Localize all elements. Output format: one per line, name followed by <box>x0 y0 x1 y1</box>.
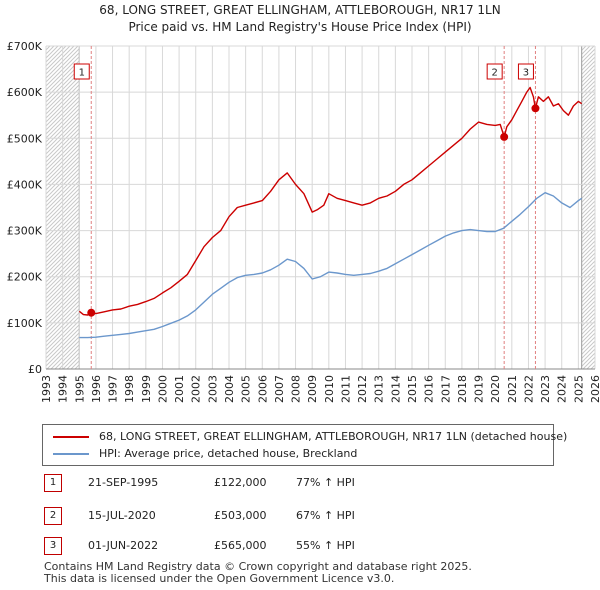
sale-price: £122,000 <box>214 476 267 489</box>
sale-marker-label: 2 <box>491 68 497 79</box>
x-tick-label: 2001 <box>173 375 186 403</box>
sale-number-badge: 2 <box>44 507 62 525</box>
x-tick-label: 2004 <box>223 375 236 403</box>
x-tick-label: 1994 <box>57 375 70 403</box>
x-tick-label: 2006 <box>256 375 269 403</box>
legend-label-hpi: HPI: Average price, detached house, Brec… <box>99 447 358 460</box>
y-tick-label: £200K <box>7 271 43 284</box>
sale-marker-box-frame <box>517 63 534 80</box>
x-tick-label: 1995 <box>73 375 86 403</box>
sale-price: £565,000 <box>214 539 267 552</box>
x-tick-label: 2019 <box>473 375 486 403</box>
sale-hpi-change: 67% ↑ HPI <box>296 509 355 522</box>
price-chart: 1 2 3 £0 £100K £200K £300K £400K £500K £600K £700… <box>7 40 600 403</box>
x-tick-label: 2005 <box>240 375 253 403</box>
x-tick-label: 2021 <box>506 375 519 403</box>
x-tick-label: 1998 <box>123 375 136 403</box>
chart-subtitle: Price paid vs. HM Land Registry's House … <box>128 20 472 34</box>
y-tick-label: £100K <box>7 317 43 330</box>
series-line-hpi <box>79 191 583 339</box>
sale-marker-label: 1 <box>79 68 85 79</box>
x-tick-label: 2018 <box>456 375 469 403</box>
y-tick-label: £500K <box>7 132 43 145</box>
hatched-region <box>581 46 595 369</box>
x-tick-label: 1993 <box>40 375 53 403</box>
x-tick-label: 2020 <box>489 375 502 403</box>
chart-title: 68, LONG STREET, GREAT ELLINGHAM, ATTLEB… <box>99 3 501 17</box>
x-tick-label: 2017 <box>439 375 452 403</box>
sale-marker-box: 2 <box>486 63 503 80</box>
x-tick-label: 2012 <box>356 375 369 403</box>
y-tick-label: £300K <box>7 225 43 238</box>
x-tick-label: 2015 <box>406 375 419 403</box>
sale-marker-box-frame <box>486 63 503 80</box>
legend-item-property: 68, LONG STREET, GREAT ELLINGHAM, ATTLEB… <box>53 430 567 443</box>
sale-marker-box: 1 <box>73 63 90 80</box>
x-tick-label: 2002 <box>190 375 203 403</box>
y-tick-label: £600K <box>7 86 43 99</box>
sale-marker-label: 3 <box>523 68 529 79</box>
y-tick-label: £400K <box>7 178 43 191</box>
x-tick-label: 1999 <box>140 375 153 403</box>
x-tick-label: 2022 <box>522 375 535 403</box>
sale-number-badge: 1 <box>44 474 62 492</box>
series-line-property <box>78 86 583 316</box>
x-tick-label: 2025 <box>572 375 585 403</box>
x-tick-label: 2024 <box>556 375 569 403</box>
x-tick-label: 2016 <box>423 375 436 403</box>
sale-date: 21-SEP-1995 <box>88 476 159 489</box>
sale-date: 01-JUN-2022 <box>88 539 159 552</box>
x-tick-label: 2011 <box>339 375 352 403</box>
x-tick-label: 1996 <box>90 375 103 403</box>
y-tick-label: £0 <box>28 363 42 376</box>
x-tick-label: 2014 <box>389 375 402 403</box>
sale-marker-box: 3 <box>517 63 534 80</box>
x-tick-label: 2013 <box>373 375 386 403</box>
footer-licence: This data is licensed under the Open Gov… <box>44 572 395 585</box>
legend-swatch-blue <box>53 453 89 455</box>
sale-hpi-change: 77% ↑ HPI <box>296 476 355 489</box>
sale-number-badge: 3 <box>44 537 62 555</box>
sale-point <box>87 308 96 317</box>
x-tick-label: 2003 <box>206 375 219 403</box>
sale-point <box>531 104 540 113</box>
x-tick-label: 2008 <box>290 375 303 403</box>
sale-date: 15-JUL-2020 <box>88 509 156 522</box>
sale-row-1: 1 21-SEP-1995 £122,000 77% ↑ HPI <box>44 474 564 492</box>
legend-swatch-red <box>53 436 89 438</box>
footer-copyright: Contains HM Land Registry data © Crown c… <box>44 560 472 573</box>
x-tick-label: 2007 <box>273 375 286 403</box>
sale-price: £503,000 <box>214 509 267 522</box>
sale-marker-box-frame <box>73 63 90 80</box>
x-tick-label: 2023 <box>539 375 552 403</box>
sale-point <box>500 132 509 141</box>
sale-row-2: 2 15-JUL-2020 £503,000 67% ↑ HPI <box>44 507 564 525</box>
y-tick-label: £700K <box>7 40 43 53</box>
legend-item-hpi: HPI: Average price, detached house, Brec… <box>53 447 357 460</box>
x-tick-label: 1997 <box>107 375 120 403</box>
x-tick-label: 2009 <box>306 375 319 403</box>
legend-label-property: 68, LONG STREET, GREAT ELLINGHAM, ATTLEB… <box>99 430 568 443</box>
sale-row-3: 3 01-JUN-2022 £565,000 55% ↑ HPI <box>44 537 564 555</box>
sale-hpi-change: 55% ↑ HPI <box>296 539 355 552</box>
legend: 68, LONG STREET, GREAT ELLINGHAM, ATTLEB… <box>42 424 567 466</box>
x-tick-label: 2026 <box>589 375 600 403</box>
x-tick-label: 2010 <box>323 375 336 403</box>
x-tick-label: 2000 <box>156 375 169 403</box>
